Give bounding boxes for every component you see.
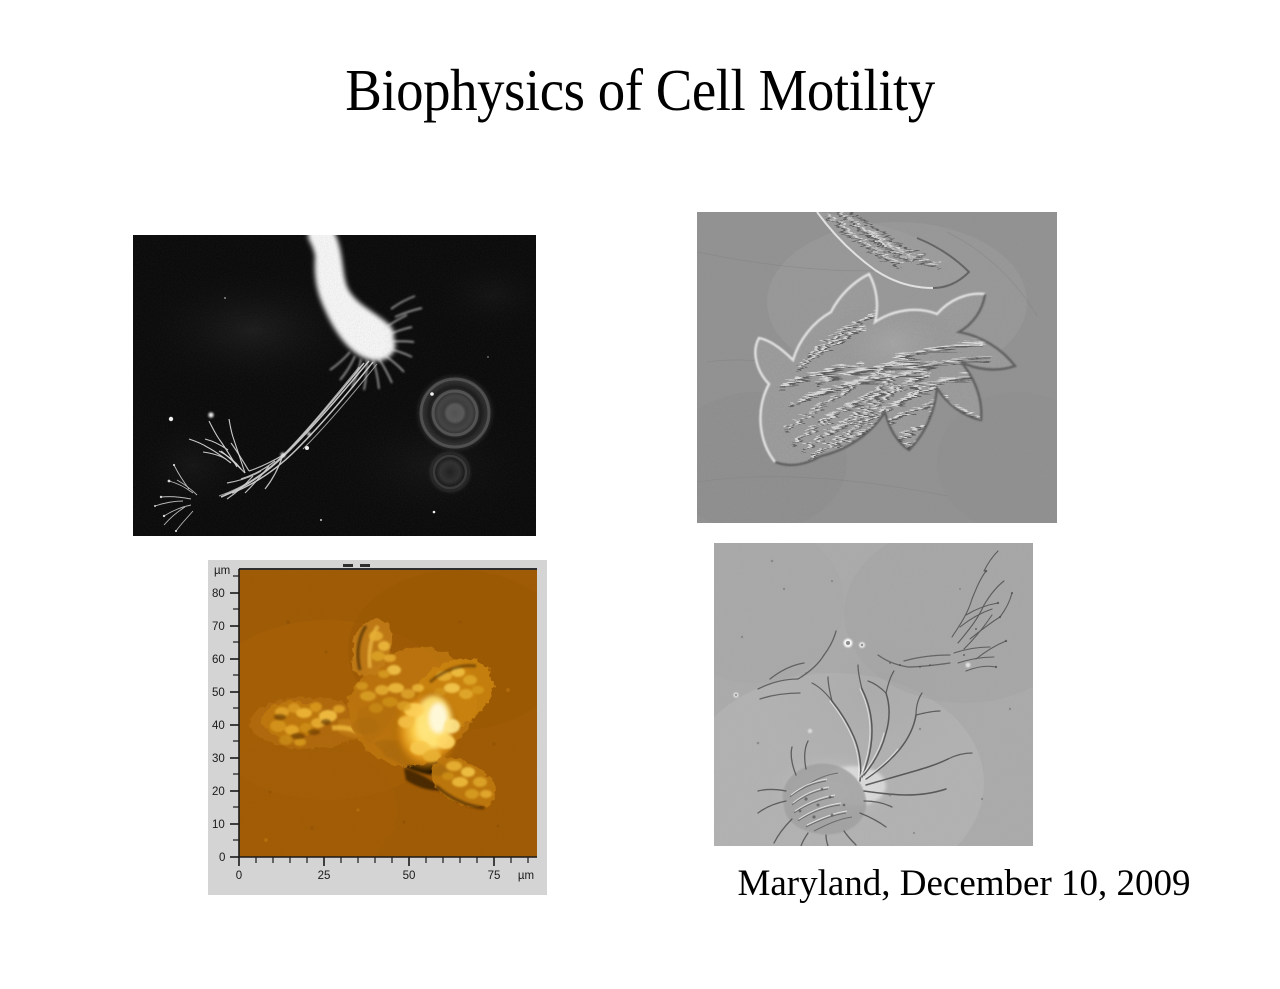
fluorescence-micrograph <box>133 235 536 536</box>
dic-micrograph <box>697 212 1057 523</box>
svg-text:0: 0 <box>219 852 225 864</box>
phase-image <box>714 543 1033 846</box>
page-title: Biophysics of Cell Motility <box>345 57 935 123</box>
afm-y-unit-label: µm <box>214 565 230 577</box>
svg-text:20: 20 <box>212 786 225 798</box>
svg-text:70: 70 <box>212 621 225 633</box>
svg-text:30: 30 <box>212 753 225 765</box>
fluorescence-image <box>133 235 536 536</box>
afm-x-axis: 0 25 50 75 <box>236 856 537 882</box>
svg-text:50: 50 <box>403 870 416 882</box>
afm-y-axis: µm 80 70 60 50 40 30 20 <box>212 565 240 864</box>
svg-text:80: 80 <box>212 588 225 600</box>
footer-date: Maryland, December 10, 2009 <box>737 863 1191 904</box>
svg-text:25: 25 <box>318 870 331 882</box>
afm-chart: µm 80 70 60 50 40 30 20 <box>208 560 547 895</box>
svg-text:50: 50 <box>212 687 225 699</box>
svg-text:60: 60 <box>212 654 225 666</box>
svg-text:40: 40 <box>212 720 225 732</box>
svg-text:75: 75 <box>488 870 501 882</box>
svg-text:10: 10 <box>212 819 225 831</box>
afm-height-map: µm 80 70 60 50 40 30 20 <box>208 560 547 895</box>
svg-text:0: 0 <box>236 870 242 882</box>
phase-contrast-micrograph <box>714 543 1033 846</box>
afm-x-unit-label: µm <box>518 870 534 882</box>
dic-image <box>697 212 1057 523</box>
